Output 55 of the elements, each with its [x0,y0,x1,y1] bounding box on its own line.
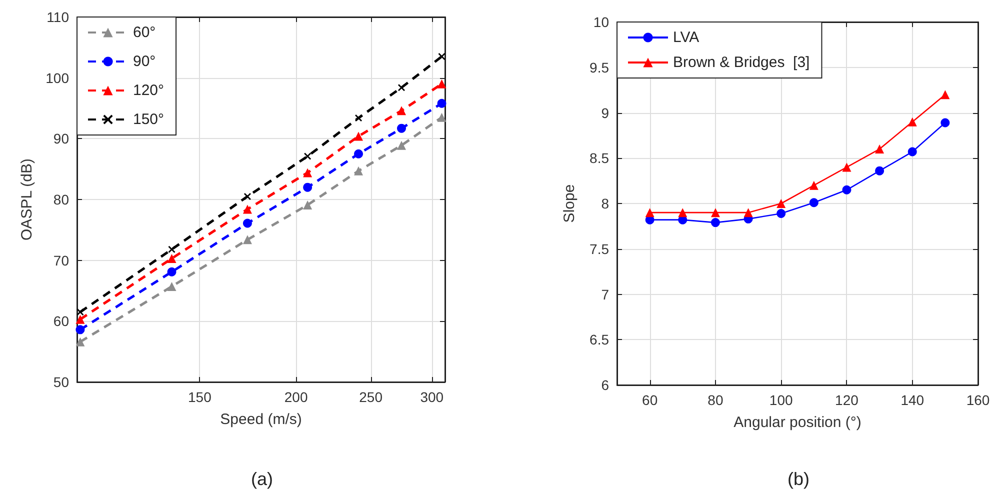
x-tick-label: 140 [900,392,924,408]
y-tick-label: 100 [46,70,70,86]
y-tick-label: 8 [601,196,610,212]
x-tick-label: 150 [188,389,212,405]
point [842,162,852,172]
y-tick-label: 10 [593,14,610,30]
point [875,144,884,154]
y-tick-label: 7 [601,286,610,302]
x-tick-label: 250 [359,389,383,405]
y-tick-label: 6.5 [590,332,610,348]
text: (a) [251,469,273,489]
x-axis-title: Angular position (°) [734,414,862,431]
point [776,199,786,208]
point [940,90,950,100]
legend-label: 150° [133,111,164,128]
point [809,198,818,208]
y-tick-label: 80 [53,192,70,208]
point [776,208,786,218]
y-tick-label: 110 [46,9,70,25]
point [908,117,917,126]
x-tick-label: 120 [835,392,859,408]
point [908,147,917,156]
y-tick-label: 9.5 [590,59,610,76]
y-tick-label: 6 [601,377,610,393]
legend-label: Brown & Bridges [3] [673,54,810,71]
legend-label: LVA [673,29,700,46]
y-axis-title: OASPL (dB) [18,158,36,240]
x-tick-label: 200 [284,389,308,405]
point [875,166,884,176]
legend-label: 120° [133,82,164,99]
point [842,185,852,194]
y-tick-label: 70 [53,252,70,268]
x-tick-label: 80 [708,392,724,408]
y-tick-label: 8.5 [590,150,610,166]
point [710,208,720,218]
point [744,208,753,218]
x-tick-label: 60 [642,392,658,408]
y-tick-label: 7.5 [590,240,610,257]
legend-label: 90° [133,53,156,70]
legend-label: 60° [133,24,156,41]
y-axis-title: Slope [561,184,578,223]
y-tick-label: 90 [53,130,70,147]
point [809,180,818,190]
point [710,218,720,228]
y-tick-label: 9 [601,104,610,121]
text: (b) [788,469,810,489]
y-tick-label: 60 [53,313,70,330]
y-tick-label: 50 [53,374,70,390]
point [645,208,654,218]
point [940,118,950,128]
x-tick-label: 100 [769,392,793,408]
x-tick-label: 160 [966,392,990,408]
point [678,208,688,218]
x-axis-title: Speed (m/s) [220,411,302,428]
x-tick-label: 300 [420,389,444,405]
